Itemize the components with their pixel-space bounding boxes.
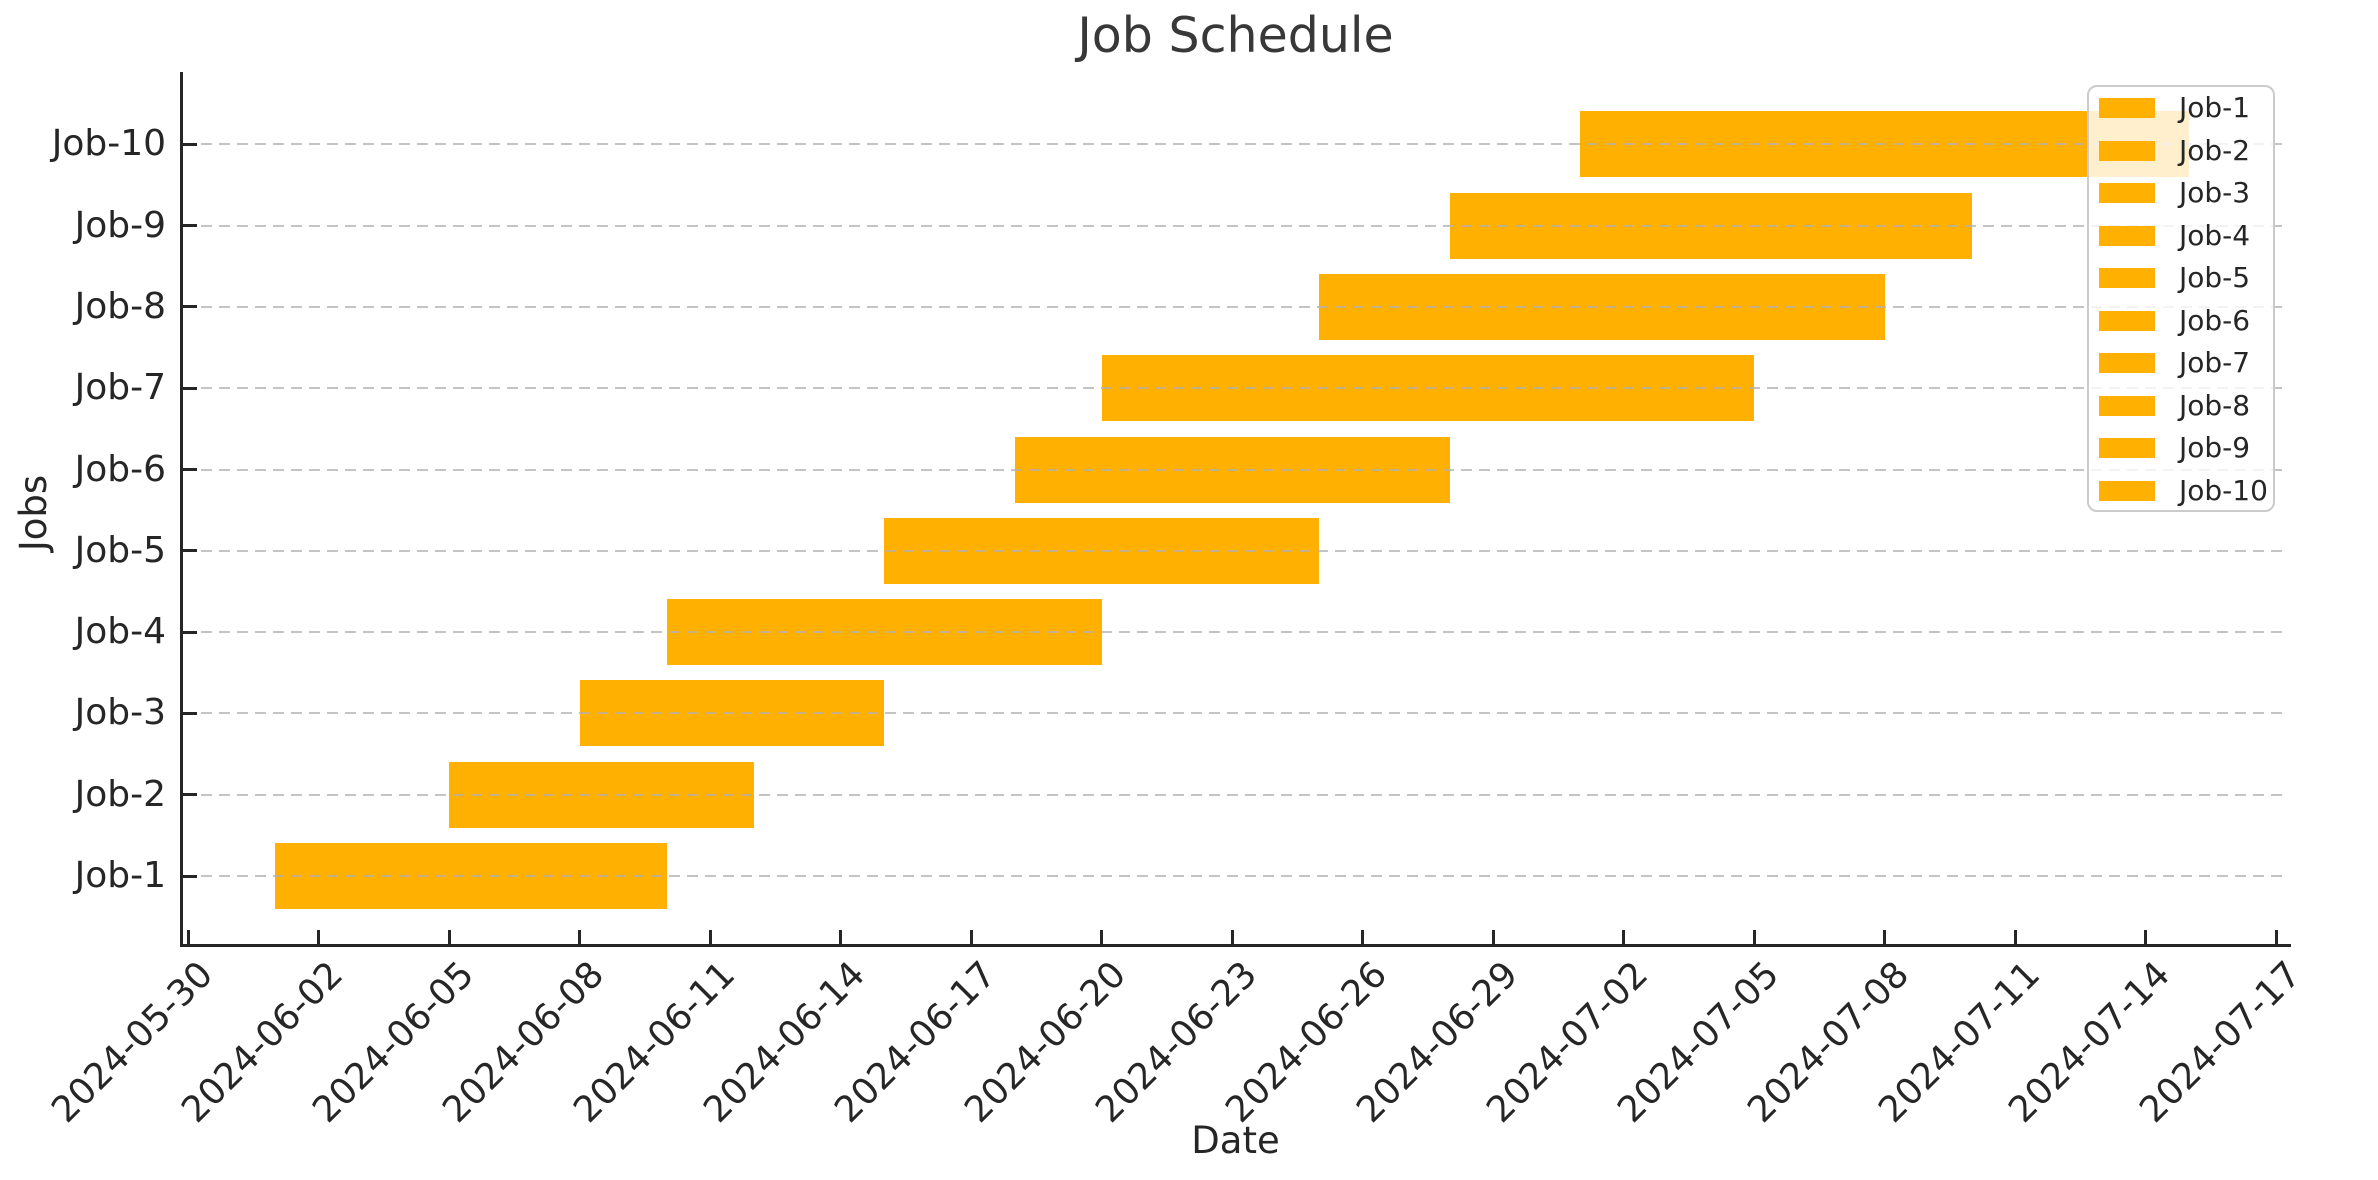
legend-label: Job-2 [2179, 133, 2251, 167]
y-tick [183, 549, 197, 553]
gridline [183, 387, 2288, 390]
x-tick [2144, 930, 2147, 944]
x-tick [578, 930, 581, 944]
legend-swatch-icon [2099, 480, 2155, 501]
x-tick [708, 930, 712, 944]
y-tick-label: Job-5 [74, 529, 166, 571]
legend-swatch-icon [2099, 353, 2155, 374]
gridline [183, 549, 2288, 552]
plot-area [183, 72, 2288, 944]
x-axis-spine [180, 944, 2291, 947]
x-tick [2013, 930, 2017, 944]
x-tick [1361, 930, 1364, 944]
y-tick [183, 793, 197, 797]
y-axis-spine [180, 72, 183, 947]
gridline [183, 793, 2288, 796]
y-tick [183, 630, 197, 634]
gridline [183, 143, 2288, 146]
legend-item: Job-9 [2089, 427, 2273, 470]
legend-item: Job-6 [2089, 300, 2273, 343]
legend-swatch-icon [2099, 183, 2155, 204]
chart-title: Job Schedule [1077, 7, 1394, 64]
y-tick [183, 386, 197, 390]
legend-item: Job-7 [2089, 342, 2273, 385]
y-tick [183, 305, 197, 309]
gridline [183, 224, 2288, 227]
y-tick [183, 142, 197, 146]
y-tick [183, 874, 197, 878]
y-tick-label: Job-2 [74, 773, 166, 815]
y-tick-label: Job-8 [74, 285, 166, 327]
x-tick [969, 930, 973, 944]
x-tick [2274, 930, 2278, 944]
legend-swatch-icon [2099, 225, 2155, 246]
legend: Job-1 Job-2 Job-3 Job-4 Job-5 Job-6 Job-7 Job-8… [2087, 85, 2275, 512]
legend-swatch-icon [2099, 310, 2155, 331]
x-tick [1883, 930, 1886, 944]
x-tick [1230, 930, 1234, 944]
y-tick-label: Job-1 [74, 855, 166, 896]
y-tick-label: Job-9 [74, 204, 166, 246]
y-tick-label: Job-4 [74, 611, 166, 653]
x-tick [317, 930, 320, 944]
legend-item: Job-2 [2089, 130, 2273, 173]
x-tick [1100, 930, 1103, 944]
legend-label: Job-4 [2179, 218, 2251, 252]
legend-swatch-icon [2099, 438, 2155, 459]
y-tick-label: Job-3 [74, 692, 166, 734]
gridline [183, 305, 2288, 308]
y-axis-label: Jobs [12, 474, 55, 552]
x-tick [1491, 930, 1495, 944]
legend-item: Job-5 [2089, 257, 2273, 300]
legend-label: Job-9 [2179, 431, 2251, 465]
legend-label: Job-7 [2179, 346, 2251, 380]
y-tick-label: Job-6 [74, 448, 166, 490]
legend-item: Job-3 [2089, 172, 2273, 215]
gridline [183, 712, 2288, 715]
legend-label: Job-5 [2179, 261, 2251, 295]
y-tick-label: Job-10 [51, 123, 166, 165]
legend-label: Job-8 [2179, 388, 2251, 422]
legend-swatch-icon [2099, 395, 2155, 416]
legend-label: Job-1 [2179, 91, 2251, 125]
legend-label: Job-3 [2179, 176, 2251, 210]
y-tick [183, 224, 197, 228]
gridline [183, 875, 2288, 877]
gridline [183, 468, 2288, 471]
legend-item: Job-4 [2089, 215, 2273, 258]
legend-item: Job-10 [2089, 470, 2273, 513]
gridline [183, 631, 2288, 634]
y-tick [183, 711, 197, 715]
y-tick [183, 468, 197, 471]
x-tick [447, 930, 451, 944]
x-axis-label: Date [1191, 1119, 1280, 1162]
x-tick [1752, 930, 1756, 944]
x-tick [839, 930, 842, 944]
legend-swatch-icon [2099, 140, 2155, 161]
y-tick-label: Job-7 [74, 367, 166, 409]
x-tick [1622, 930, 1625, 944]
legend-label: Job-10 [2179, 473, 2268, 507]
legend-item: Job-1 [2089, 87, 2273, 130]
legend-item: Job-8 [2089, 385, 2273, 428]
legend-label: Job-6 [2179, 303, 2251, 337]
legend-swatch-icon [2099, 98, 2155, 119]
legend-swatch-icon [2099, 268, 2155, 289]
x-tick [186, 930, 190, 944]
